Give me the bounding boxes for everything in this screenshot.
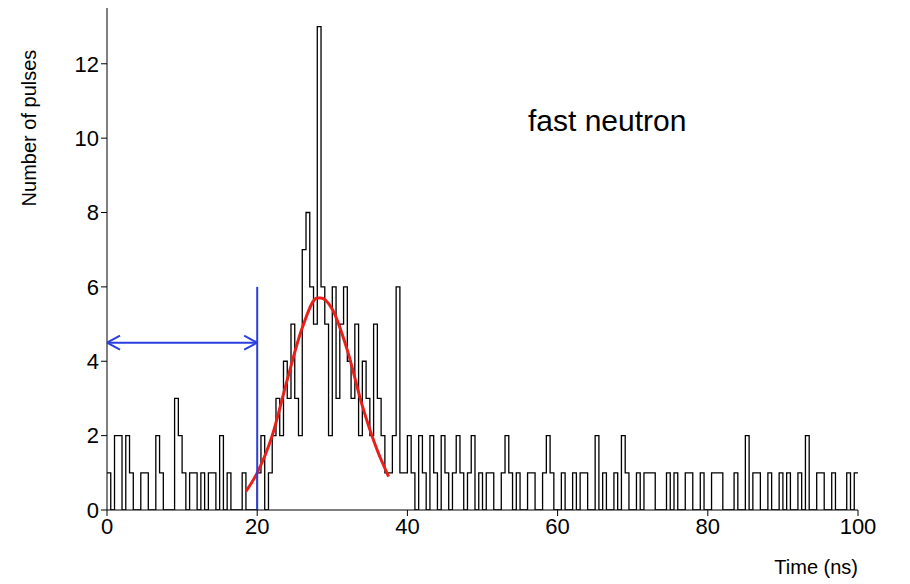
svg-text:6: 6 — [87, 275, 99, 300]
svg-text:4: 4 — [87, 349, 99, 374]
svg-text:12: 12 — [75, 52, 99, 77]
svg-text:60: 60 — [545, 514, 569, 539]
svg-text:80: 80 — [696, 514, 720, 539]
svg-text:0: 0 — [101, 514, 113, 539]
svg-text:10: 10 — [75, 126, 99, 151]
svg-text:Time (ns): Time (ns) — [774, 556, 858, 578]
svg-text:100: 100 — [840, 514, 877, 539]
svg-text:40: 40 — [395, 514, 419, 539]
svg-text:2: 2 — [87, 423, 99, 448]
svg-text:Number of pulses: Number of pulses — [18, 50, 40, 207]
svg-text:20: 20 — [245, 514, 269, 539]
svg-text:8: 8 — [87, 200, 99, 225]
svg-text:0: 0 — [87, 498, 99, 523]
html-text:fast neutron: fast neutron — [528, 104, 687, 137]
